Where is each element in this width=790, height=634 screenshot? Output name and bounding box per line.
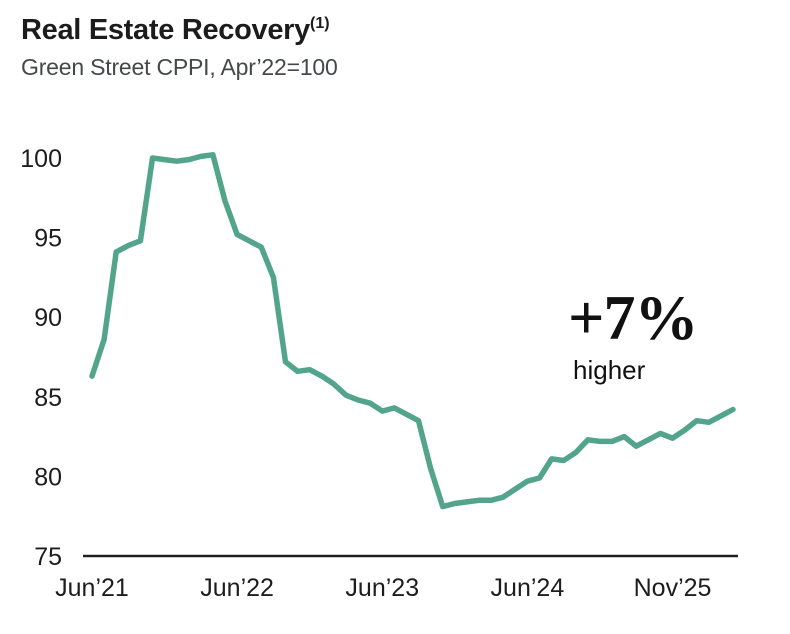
title-footnote-superscript: (1) [310,15,330,32]
y-tick-label: 80 [34,463,62,491]
x-tick-label: Nov’25 [634,574,712,602]
cppi-line [89,152,736,510]
title-text: Real Estate Recovery [21,14,310,46]
y-tick-label: 85 [34,384,62,412]
y-tick-label: 75 [34,543,62,571]
y-tick-label: 100 [20,145,62,173]
page-title: Real Estate Recovery(1) [21,14,338,47]
x-tick-label: Jun’21 [55,574,129,602]
y-tick-label: 95 [34,225,62,253]
change-annotation-value: +7% [568,282,698,353]
change-annotation: +7% higher [568,282,698,386]
x-tick-label: Jun’22 [200,574,274,602]
x-tick-label: Jun’23 [345,574,419,602]
change-annotation-label: higher [573,355,646,386]
page-subtitle: Green Street CPPI, Apr’22=100 [21,54,338,81]
x-tick-label: Jun’24 [491,574,565,602]
y-tick-label: 90 [34,304,62,332]
chart-header: Real Estate Recovery(1) Green Street CPP… [21,14,338,81]
